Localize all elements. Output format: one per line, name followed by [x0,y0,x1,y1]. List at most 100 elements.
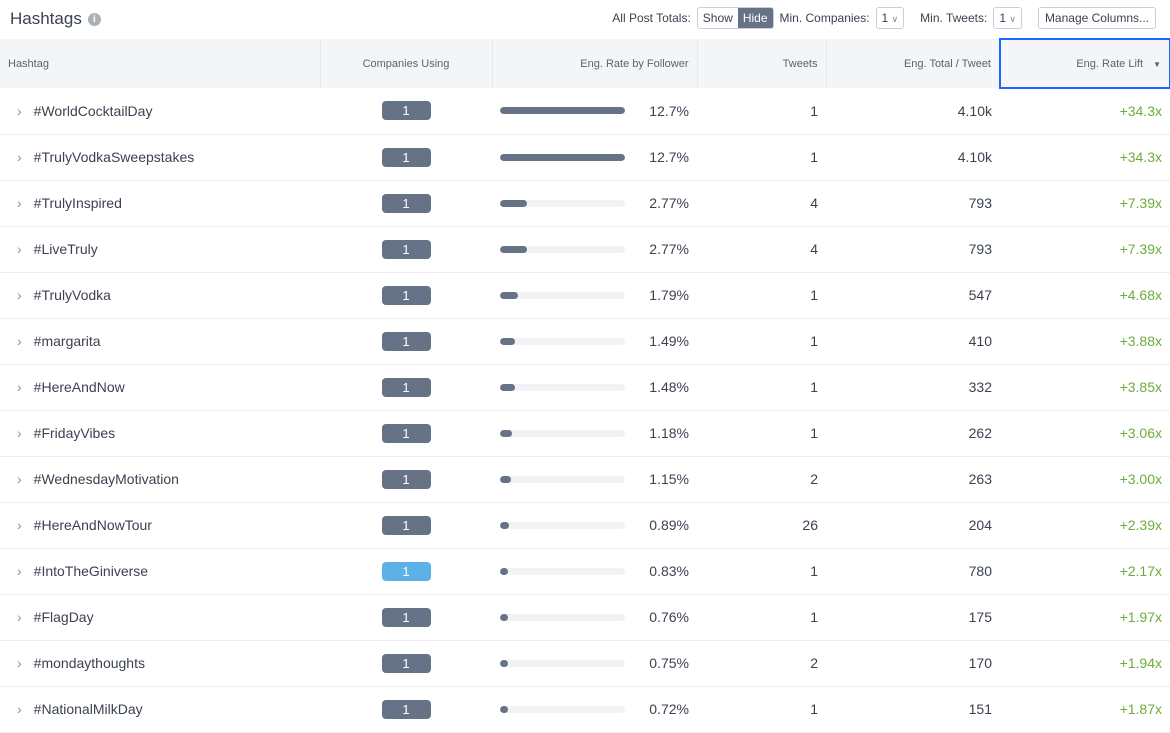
eng-rate-bar-fill [500,613,508,621]
column-header-eng-rate[interactable]: Eng. Rate by Follower [492,39,698,88]
hashtag-name: #HereAndNowTour [33,517,152,533]
tweets-cell: 4 [697,180,826,227]
companies-badge[interactable]: 1 [381,515,431,535]
eng-rate-value: 0.89% [649,517,689,533]
chevron-right-icon[interactable]: › [17,241,22,257]
min-companies-label: Min. Companies: [779,11,870,25]
chevron-right-icon[interactable]: › [17,701,22,717]
hashtag-cell: › #IntoTheGiniverse [0,548,320,595]
hashtag-name: #TrulyVodkaSweepstakes [33,149,195,165]
column-header-tweets[interactable]: Tweets [697,39,827,88]
companies-badge[interactable]: 1 [381,607,431,627]
min-companies-select[interactable]: 1 ∨ [875,7,905,29]
companies-badge[interactable]: 1 [381,699,431,719]
eng-total-cell: 204 [826,502,1000,549]
companies-badge[interactable]: 1 [381,193,431,213]
hashtag-name: #IntoTheGiniverse [33,563,149,579]
hashtag-cell: › #FridayVibes [0,410,320,457]
eng-rate-bar [500,475,625,483]
companies-badge[interactable]: 1 [381,285,431,305]
companies-badge[interactable]: 1 [381,653,431,673]
column-label: Eng. Rate Lift [1076,57,1143,70]
table-row[interactable]: › #margarita 1 1.49% 1 410 +3.88x [0,318,1170,365]
table-row[interactable]: › #TrulyVodka 1 1.79% 1 547 +4.68x [0,272,1170,319]
table-row[interactable]: › #WorldCocktailDay 1 12.7% 1 4.10k +34.3… [0,88,1170,135]
manage-columns-button[interactable]: Manage Columns... [1037,7,1156,29]
chevron-right-icon[interactable]: › [17,287,22,303]
companies-cell: 1 [320,364,492,411]
eng-rate-value: 12.7% [649,102,689,119]
hashtags-table: Hashtag Companies Using Eng. Rate by Fol… [0,38,1170,733]
eng-rate-bar [500,429,625,437]
page-title: Hashtags [10,9,82,28]
tweets-cell: 2 [697,456,826,503]
eng-rate-cell: 1.49% [492,318,697,365]
tweets-cell: 1 [697,88,826,135]
chevron-right-icon[interactable]: › [17,379,22,395]
chevron-right-icon[interactable]: › [17,425,22,441]
eng-rate-lift-cell: +34.3x [1000,134,1170,181]
eng-rate-bar [500,199,625,207]
companies-badge[interactable]: 1 [381,423,431,443]
min-tweets-select[interactable]: 1 ∨ [993,7,1022,29]
hide-button[interactable]: Hide [737,8,773,28]
eng-rate-bar-fill [500,567,509,575]
show-button[interactable]: Show [702,11,733,25]
eng-rate-lift-cell: +3.06x [1000,410,1170,457]
eng-rate-bar-fill [500,659,508,667]
hashtag-cell: › #margarita [0,318,320,365]
column-header-eng-rate-lift[interactable]: Eng. Rate Lift ▼ [999,38,1170,89]
hashtag-name: #TrulyInspired [33,195,122,211]
info-icon[interactable]: i [87,12,101,26]
eng-total-cell: 4.10k [826,88,1000,135]
companies-badge[interactable]: 1 [381,469,431,489]
column-header-companies[interactable]: Companies Using [320,39,493,88]
chevron-right-icon[interactable]: › [17,149,22,165]
chevron-right-icon[interactable]: › [17,563,22,579]
chevron-right-icon[interactable]: › [17,195,22,211]
table-row[interactable]: › #TrulyVodkaSweepstakes 1 12.7% 1 4.10k … [0,134,1170,181]
companies-badge[interactable]: 1 [381,147,431,167]
table-row[interactable]: › #TrulyInspired 1 2.77% 4 793 +7.39x [0,180,1170,227]
table-row[interactable]: › #IntoTheGiniverse 1 0.83% 1 780 +2.17x [0,548,1170,595]
chevron-right-icon[interactable]: › [17,333,22,349]
table-row[interactable]: › #HereAndNowTour 1 0.89% 26 204 +2.39x [0,502,1170,549]
companies-badge[interactable]: 1 [381,377,431,397]
eng-rate-bar [500,337,625,345]
table-row[interactable]: › #FridayVibes 1 1.18% 1 262 +3.06x [0,410,1170,457]
chevron-down-icon: ∨ [1009,14,1016,24]
hashtag-cell: › #NationalMilkDay [0,686,320,733]
chevron-right-icon[interactable]: › [17,102,22,119]
companies-badge[interactable]: 1 [381,101,431,121]
min-companies-value: 1 [881,11,889,25]
table-row[interactable]: › #LiveTruly 1 2.77% 4 793 +7.39x [0,226,1170,273]
companies-badge[interactable]: 1 [381,331,431,351]
hashtag-name: #margarita [33,333,101,349]
table-row[interactable]: › #mondaythoughts 1 0.75% 2 170 +1.94x [0,640,1170,687]
companies-cell: 1 [320,318,492,365]
eng-rate-bar [500,705,625,713]
column-header-hashtag[interactable]: Hashtag [0,39,321,88]
companies-badge[interactable]: 1 [381,239,431,259]
eng-rate-bar [500,383,625,391]
eng-rate-cell: 2.77% [492,180,697,227]
chevron-right-icon[interactable]: › [17,655,22,671]
hashtag-name: #FridayVibes [33,425,116,441]
eng-rate-value: 2.77% [649,241,689,257]
eng-rate-bar-fill [500,475,512,483]
post-totals-toggle[interactable]: Show Hide [696,7,774,29]
table-row[interactable]: › #WednesdayMotivation 1 1.15% 2 263 +3.0… [0,456,1170,503]
chevron-right-icon[interactable]: › [17,609,22,625]
eng-rate-value: 2.77% [649,195,689,211]
table-row[interactable]: › #FlagDay 1 0.76% 1 175 +1.97x [0,594,1170,641]
column-header-eng-total[interactable]: Eng. Total / Tweet [826,39,1001,88]
chevron-right-icon[interactable]: › [17,517,22,533]
table-row[interactable]: › #NationalMilkDay 1 0.72% 1 151 +1.87x [0,686,1170,733]
table-row[interactable]: › #HereAndNow 1 1.48% 1 332 +3.85x [0,364,1170,411]
companies-badge[interactable]: 1 [381,561,431,581]
eng-rate-bar [500,291,625,299]
eng-rate-lift-cell: +3.88x [1000,318,1170,365]
eng-rate-bar [500,107,625,115]
min-tweets-value: 1 [999,11,1006,25]
chevron-right-icon[interactable]: › [17,471,22,487]
